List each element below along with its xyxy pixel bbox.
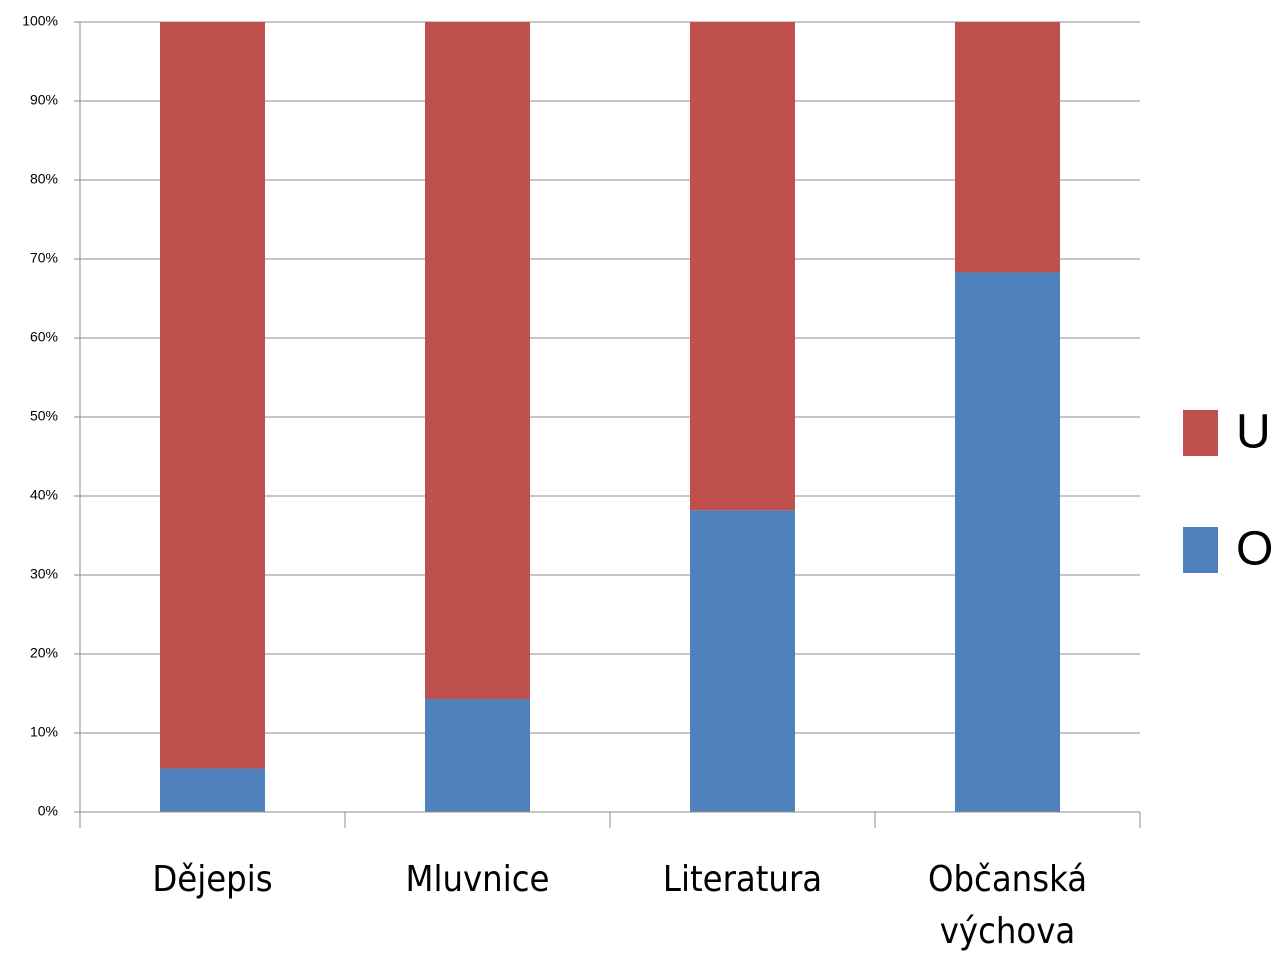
bar-segment — [160, 768, 265, 812]
y-tick-label: 70% — [30, 250, 58, 266]
bar-segment — [955, 22, 1060, 273]
x-tick-label: Občanská výchova — [927, 859, 1088, 952]
legend-label: O — [1236, 523, 1273, 576]
y-tick-label: 30% — [30, 566, 58, 582]
x-tick-label: Dějepis — [152, 859, 273, 900]
legend-swatch — [1183, 527, 1218, 573]
y-tick-label: 100% — [22, 13, 58, 29]
bar-segment — [425, 699, 530, 812]
y-tick-label: 10% — [30, 724, 58, 740]
bar-segment — [690, 22, 795, 511]
bar-segment — [160, 22, 265, 769]
y-tick-label: 0% — [38, 803, 58, 819]
bar-segment — [955, 272, 1060, 812]
x-tick-label: Mluvnice — [405, 859, 550, 900]
bar-segment — [690, 510, 795, 812]
y-tick-label: 80% — [30, 171, 58, 187]
bar-segment — [425, 22, 530, 700]
legend-swatch — [1183, 410, 1218, 456]
y-tick-label: 90% — [30, 92, 58, 108]
y-tick-label: 40% — [30, 487, 58, 503]
legend-label: U — [1236, 406, 1271, 459]
y-tick-label: 60% — [30, 329, 58, 345]
x-tick-label: Literatura — [662, 859, 823, 900]
y-tick-label: 50% — [30, 408, 58, 424]
y-tick-label: 20% — [30, 645, 58, 661]
